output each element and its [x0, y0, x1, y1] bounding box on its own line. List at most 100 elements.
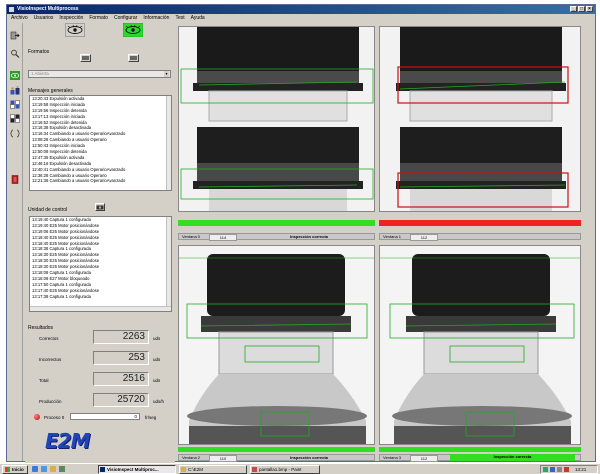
control-unit-list-item[interactable]: 13:18:30 E25 Motor posicionándose — [32, 252, 100, 258]
camera-ok-bar-3 — [379, 447, 581, 452]
control-unit-list-item[interactable]: 13:18:40 E25 Motor posicionándose — [32, 240, 100, 246]
chevron-down-icon[interactable]: ▾ — [164, 71, 169, 77]
control-unit-scrollbar[interactable] — [166, 217, 171, 311]
messages-list[interactable]: 13:20:43 Expulsión activada 13:19:58 Insp… — [29, 95, 172, 191]
network-icon[interactable] — [543, 467, 548, 472]
bracket-icon[interactable] — [10, 129, 20, 138]
message-list-item[interactable]: 13:20:43 Expulsión activada — [32, 96, 85, 101]
message-list-item[interactable]: 13:08:28 Cambiando a usuario Operario — [32, 137, 107, 143]
control-unit-list-item[interactable]: 13:18:08 Captura 1 configurada — [32, 270, 91, 276]
message-list-item[interactable]: 12:21:36 Cambiando a usuario OperarioAva… — [32, 178, 126, 184]
control-unit-list-item[interactable]: 13:17:38 Captura 1 configurada — [32, 293, 91, 299]
camera-view-0[interactable] — [178, 26, 375, 212]
menu-usuarios[interactable]: Usuarios — [33, 15, 54, 21]
task-paint[interactable]: pantalla1.bmp - Paint — [250, 465, 320, 474]
menu-informacion[interactable]: Información — [143, 15, 170, 21]
minimize-button[interactable]: _ — [570, 6, 577, 12]
format-dropdown[interactable]: 1 Abierta ▾ — [28, 70, 171, 78]
format-button-1[interactable] — [80, 54, 91, 62]
control-unit-list[interactable]: 13:19:40 Captura 1 configurada 13:19:40 E… — [29, 216, 172, 312]
control-unit-list-item[interactable]: 13:18:30 E25 Motor posicionándose — [32, 264, 100, 270]
message-list-item[interactable]: 13:19:56 Inspección detenida — [32, 107, 87, 113]
menu-configurar[interactable]: Configurar — [113, 15, 138, 21]
camera-name-2: Ventana 2 — [182, 455, 201, 460]
message-list-item[interactable]: 13:16:34 Cambiando a usuario OperarioAva… — [32, 131, 126, 137]
statistics-icon[interactable] — [10, 100, 20, 109]
control-unit-list-item[interactable]: 13:19:06 E25 Motor posicionándose — [32, 228, 100, 234]
camera-result-2: Inspección correcta — [290, 455, 328, 460]
process-unit: fr/seg — [145, 415, 157, 420]
exit-icon[interactable] — [10, 31, 20, 40]
eye-open-icon[interactable] — [123, 23, 143, 37]
eye-closed-icon[interactable] — [65, 23, 85, 37]
formatos-label: Formatos — [28, 49, 50, 55]
control-unit-hscrollbar[interactable] — [30, 306, 171, 311]
camera-result-3: Inspección correcta — [450, 454, 575, 461]
app-icon — [9, 7, 14, 12]
e2m-logo: E2M — [45, 429, 90, 453]
camera-view-icon[interactable] — [10, 71, 20, 80]
explorer-icon[interactable] — [59, 466, 65, 472]
camera-result-0: Inspección correcta — [290, 234, 328, 239]
folder-icon[interactable] — [50, 466, 56, 472]
message-list-item[interactable]: 13:17:13 Inspección iniciada — [32, 113, 85, 119]
control-unit-list-item[interactable]: 13:18:30 E25 Motor posicionándose — [32, 258, 100, 264]
control-unit-list-item[interactable]: 13:18:08 E27 Motor bloqueado — [32, 275, 90, 281]
camera-view-3[interactable] — [379, 245, 581, 445]
window-title: VisioInspect Multiprocess — [17, 6, 79, 12]
stop-icon[interactable] — [10, 175, 20, 184]
control-unit-list-item[interactable]: 13:17:40 E25 Motor posicionándose — [32, 287, 100, 293]
search-icon[interactable] — [10, 49, 20, 58]
message-list-item[interactable]: 12:46:16 Expulsión desactivada — [32, 160, 92, 166]
resultados-label: Resultados — [28, 325, 54, 331]
tray-app-icon[interactable] — [550, 467, 555, 472]
camera-value-0: 114 — [209, 234, 237, 241]
control-unit-list-item[interactable]: 13:18:38 Captura 1 configurada — [32, 246, 91, 252]
messages-scrollbar[interactable] — [166, 96, 171, 190]
message-list-item[interactable]: 12:50:08 Inspección detenida — [32, 149, 87, 155]
process-label: Proceso 0 — [44, 415, 65, 420]
camera-image-2 — [179, 246, 374, 444]
unidad-label: Unidad de control — [28, 207, 68, 213]
result-label-correct: Correctos — [39, 336, 59, 341]
task-visioinspect[interactable]: VisioInspect Multiproc... — [98, 465, 176, 474]
app-task-icon — [100, 467, 105, 472]
start-label: Inicio — [12, 467, 24, 472]
message-list-item[interactable]: 12:47:35 Expulsión activada — [32, 154, 85, 160]
camera-button[interactable] — [95, 203, 105, 211]
grid-icon — [130, 56, 137, 60]
menu-test[interactable]: Test — [175, 15, 185, 21]
message-list-item[interactable]: 12:40:41 Cambiando a usuario OperarioAva… — [32, 166, 126, 172]
volume-icon[interactable] — [557, 467, 562, 472]
layout-icon[interactable] — [10, 114, 20, 123]
mensajes-label: Mensajes generales — [28, 88, 73, 94]
menu-bar: Archivo Usuarios Inspección Formato Conf… — [7, 14, 595, 22]
menu-archivo[interactable]: Archivo — [11, 15, 28, 21]
message-list-item[interactable]: 12:36:28 Cambiando a usuario Operario — [32, 172, 107, 178]
control-unit-list-item[interactable]: 13:19:40 Captura 1 configurada — [32, 217, 91, 222]
desktop-icon[interactable] — [41, 466, 47, 472]
message-list-item[interactable]: 13:16:52 Inspección detenida — [32, 119, 87, 125]
menu-inspeccion[interactable]: Inspección — [59, 15, 84, 21]
users-icon[interactable] — [10, 86, 20, 95]
control-unit-list-item[interactable]: 13:17:50 Captura 1 configurada — [32, 281, 91, 287]
camera-value-2: 110 — [209, 455, 237, 462]
control-unit-list-item[interactable]: 13:18:40 E25 Motor posicionándose — [32, 234, 100, 240]
format-button-2[interactable] — [128, 54, 139, 62]
menu-formato[interactable]: Formato — [89, 15, 108, 21]
camera-view-1[interactable] — [379, 26, 581, 212]
menu-ayuda[interactable]: Ayuda — [190, 15, 205, 21]
message-list-item[interactable]: 12:50:43 Inspección iniciada — [32, 143, 85, 149]
close-button[interactable]: × — [586, 6, 593, 12]
task-e2m-folder[interactable]: C:\E2M — [179, 465, 247, 474]
app-window: VisioInspect Multiprocess _ □ × Archivo … — [6, 4, 596, 463]
ie-icon[interactable] — [32, 466, 38, 472]
camera-view-2[interactable] — [178, 245, 375, 445]
tray-alert-icon[interactable] — [564, 467, 569, 472]
maximize-button[interactable]: □ — [578, 6, 585, 12]
message-list-item[interactable]: 13:19:58 Inspección iniciada — [32, 101, 85, 107]
control-unit-list-item[interactable]: 13:19:40 E25 Motor posicionándose — [32, 222, 100, 228]
message-list-item[interactable]: 13:16:38 Expulsión desactivada — [32, 125, 92, 131]
start-button[interactable]: Inicio — [2, 465, 28, 474]
messages-rows: 13:20:43 Expulsión activada 13:19:58 Insp… — [30, 96, 171, 184]
